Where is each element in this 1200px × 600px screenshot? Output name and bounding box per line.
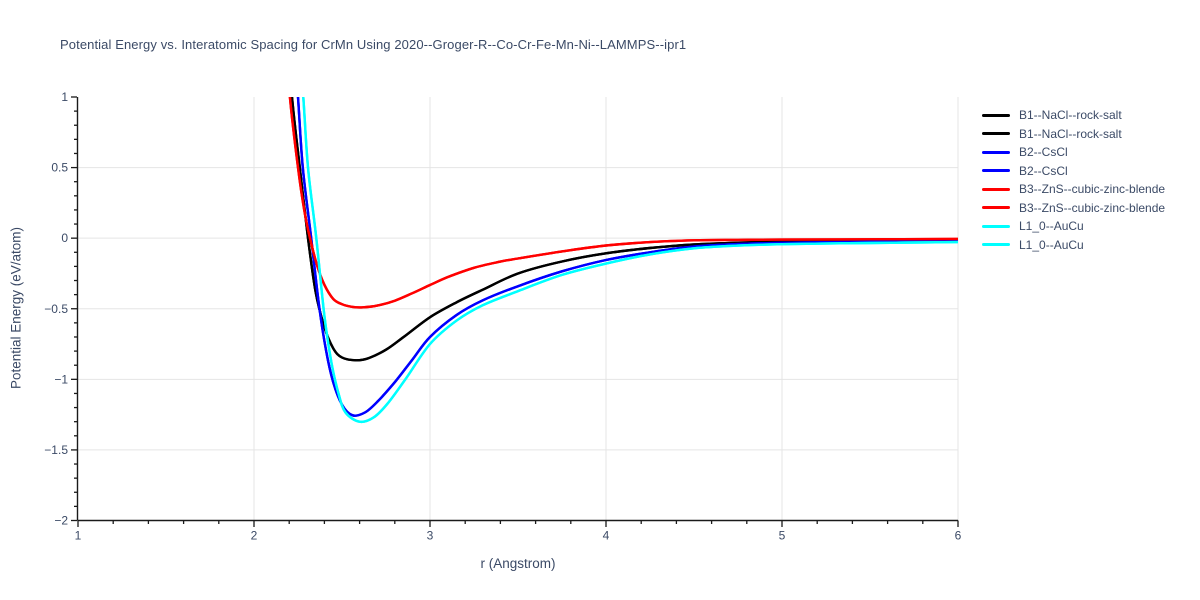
legend-label: B1--NaCl--rock-salt bbox=[1019, 108, 1122, 123]
y-tick-label: −2 bbox=[54, 514, 68, 528]
legend-item: B1--NaCl--rock-salt bbox=[982, 106, 1165, 125]
series-b2_cscl bbox=[296, 97, 958, 417]
legend-line-swatch bbox=[982, 150, 1010, 154]
x-tick-label: 1 bbox=[75, 529, 82, 543]
legend-label: B2--CsCl bbox=[1019, 145, 1068, 160]
y-tick-label: 0 bbox=[61, 231, 68, 245]
legend-line-swatch bbox=[982, 206, 1010, 210]
y-tick-label: −0.5 bbox=[44, 302, 68, 316]
x-tick-label: 2 bbox=[251, 529, 258, 543]
legend-line-swatch bbox=[982, 187, 1010, 191]
legend-line-swatch bbox=[982, 243, 1010, 247]
chart-title: Potential Energy vs. Interatomic Spacing… bbox=[60, 37, 687, 52]
x-axis-label: r (Angstrom) bbox=[480, 556, 556, 571]
legend-item: B1--NaCl--rock-salt bbox=[982, 125, 1165, 144]
legend-item: B2--CsCl bbox=[982, 143, 1165, 162]
legend-label: B3--ZnS--cubic-zinc-blende bbox=[1019, 182, 1166, 197]
legend-item: B2--CsCl bbox=[982, 162, 1165, 181]
y-tick-label: 1 bbox=[61, 90, 68, 104]
gridlines bbox=[78, 97, 959, 521]
x-tick-label: 5 bbox=[779, 529, 786, 543]
x-tick-label: 6 bbox=[955, 529, 962, 543]
y-tick-label: −1.5 bbox=[44, 443, 68, 457]
legend-label: B2--CsCl bbox=[1019, 163, 1068, 178]
y-tick-label: −1 bbox=[54, 372, 68, 386]
legend-line-swatch bbox=[982, 132, 1010, 136]
legend-line-swatch bbox=[982, 169, 1010, 173]
series-b1_nacl bbox=[290, 97, 958, 362]
series-b3_zns bbox=[288, 97, 958, 309]
legend-item: L1_0--AuCu bbox=[982, 236, 1165, 255]
series-b3_zns bbox=[288, 97, 958, 309]
series-b2_cscl bbox=[296, 97, 958, 417]
legend-label: B3--ZnS--cubic-zinc-blende bbox=[1019, 200, 1166, 215]
series-l10_aucu bbox=[302, 97, 958, 424]
legend-line-swatch bbox=[982, 113, 1010, 117]
x-tick-label: 4 bbox=[603, 529, 610, 543]
legend-line-swatch bbox=[982, 224, 1010, 228]
y-tick-label: 0.5 bbox=[51, 161, 68, 175]
legend-label: B1--NaCl--rock-salt bbox=[1019, 126, 1122, 141]
series-b1_nacl bbox=[290, 97, 958, 362]
axes: 1 2 3 4 5 6 1 0.5 0 −0.5 −1 −1.5 −2 bbox=[44, 90, 961, 543]
legend-item: B3--ZnS--cubic-zinc-blende bbox=[982, 180, 1165, 199]
y-axis-label: Potential Energy (eV/atom) bbox=[8, 226, 24, 390]
legend-item: B3--ZnS--cubic-zinc-blende bbox=[982, 199, 1165, 218]
legend-label: L1_0--AuCu bbox=[1019, 237, 1084, 252]
legend: B1--NaCl--rock-salt B1--NaCl--rock-salt B2… bbox=[982, 106, 1165, 254]
legend-label: L1_0--AuCu bbox=[1019, 219, 1084, 234]
series-curves bbox=[288, 97, 958, 424]
x-tick-label: 3 bbox=[427, 529, 434, 543]
series-l10_aucu bbox=[302, 97, 958, 424]
legend-item: L1_0--AuCu bbox=[982, 217, 1165, 236]
